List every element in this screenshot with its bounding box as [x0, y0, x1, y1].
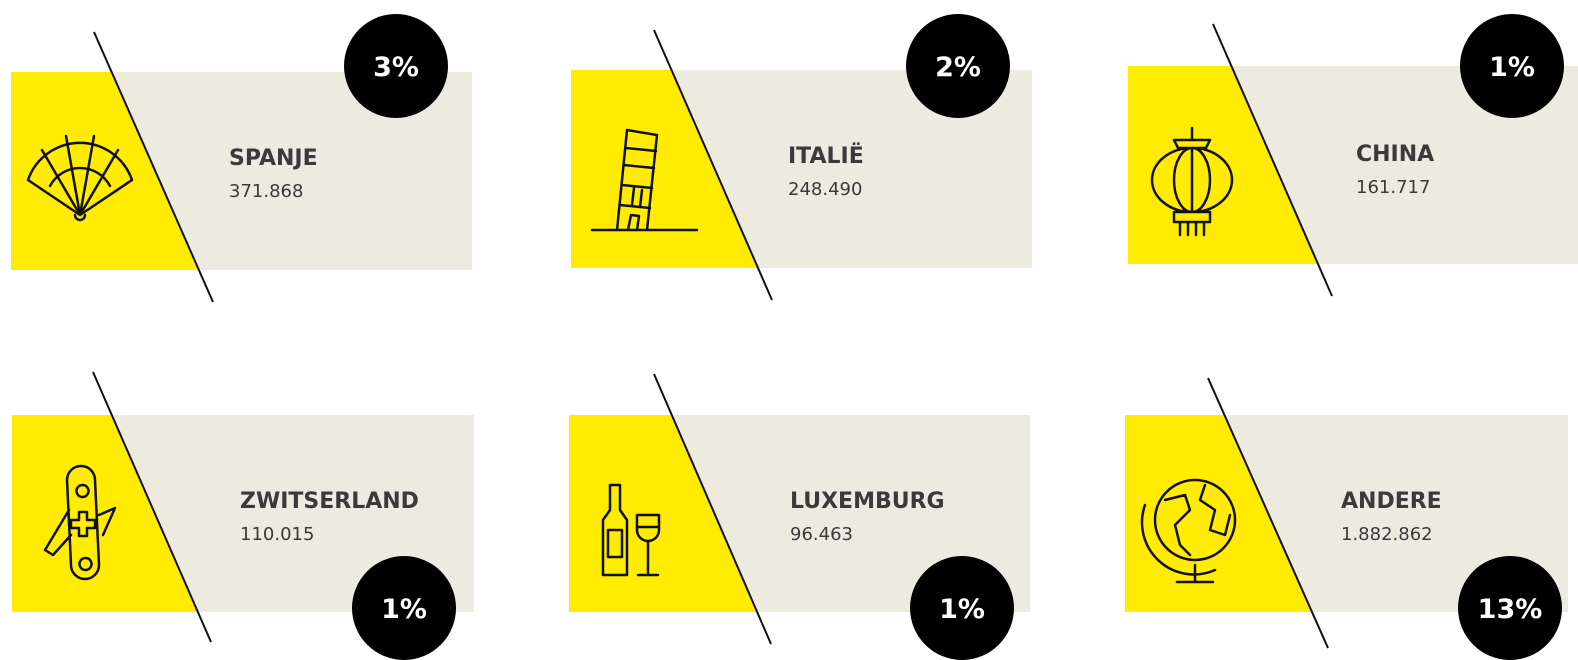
country-name: ITALIË	[788, 143, 864, 169]
percent-label: 2%	[935, 52, 981, 83]
card: ITALIË 248.490 2%	[571, 14, 1032, 301]
country-value: 110.015	[240, 524, 314, 545]
percent-badge	[910, 556, 1014, 660]
percent-label: 1%	[381, 594, 427, 625]
card-accent	[569, 415, 758, 612]
country-name: LUXEMBURG	[790, 489, 945, 514]
country-value: 371.868	[229, 181, 303, 202]
card-accent	[1125, 415, 1312, 612]
country-value: 248.490	[788, 179, 862, 200]
percent-badge	[344, 14, 448, 118]
card-icon	[26, 134, 134, 222]
percent-badge	[906, 14, 1010, 118]
card-icon	[1150, 126, 1234, 237]
country-name: CHINA	[1356, 142, 1434, 167]
card-icon	[1140, 478, 1237, 584]
card: ANDERE 1.882.862 13%	[1125, 377, 1568, 660]
country-name: SPANJE	[229, 146, 318, 171]
divider-line	[1207, 377, 1329, 649]
divider-line	[653, 373, 772, 645]
card: ZWITSERLAND 110.015 1%	[12, 371, 474, 660]
divider-line	[92, 371, 212, 643]
divider-line	[1212, 23, 1333, 297]
card-accent	[1128, 66, 1318, 264]
percent-badge	[1460, 14, 1564, 118]
card-icon	[43, 464, 117, 581]
percent-badge	[1458, 556, 1562, 660]
card: LUXEMBURG 96.463 1%	[569, 373, 1030, 660]
country-value: 1.882.862	[1341, 524, 1433, 545]
card-icon	[590, 128, 699, 232]
country-name: ZWITSERLAND	[240, 489, 419, 514]
country-name: ANDERE	[1341, 489, 1442, 514]
country-value: 96.463	[790, 524, 853, 545]
divider-line	[93, 31, 214, 303]
percent-label: 3%	[373, 52, 419, 83]
country-value: 161.717	[1356, 177, 1430, 198]
percent-badge	[352, 556, 456, 660]
percent-label: 1%	[1489, 52, 1535, 83]
card: CHINA 161.717 1%	[1128, 14, 1578, 297]
percent-label: 1%	[939, 594, 985, 625]
percent-label: 13%	[1478, 594, 1543, 625]
card-icon	[601, 483, 661, 577]
divider-line	[653, 29, 773, 301]
card: SPANJE 371.868 3%	[11, 14, 472, 303]
